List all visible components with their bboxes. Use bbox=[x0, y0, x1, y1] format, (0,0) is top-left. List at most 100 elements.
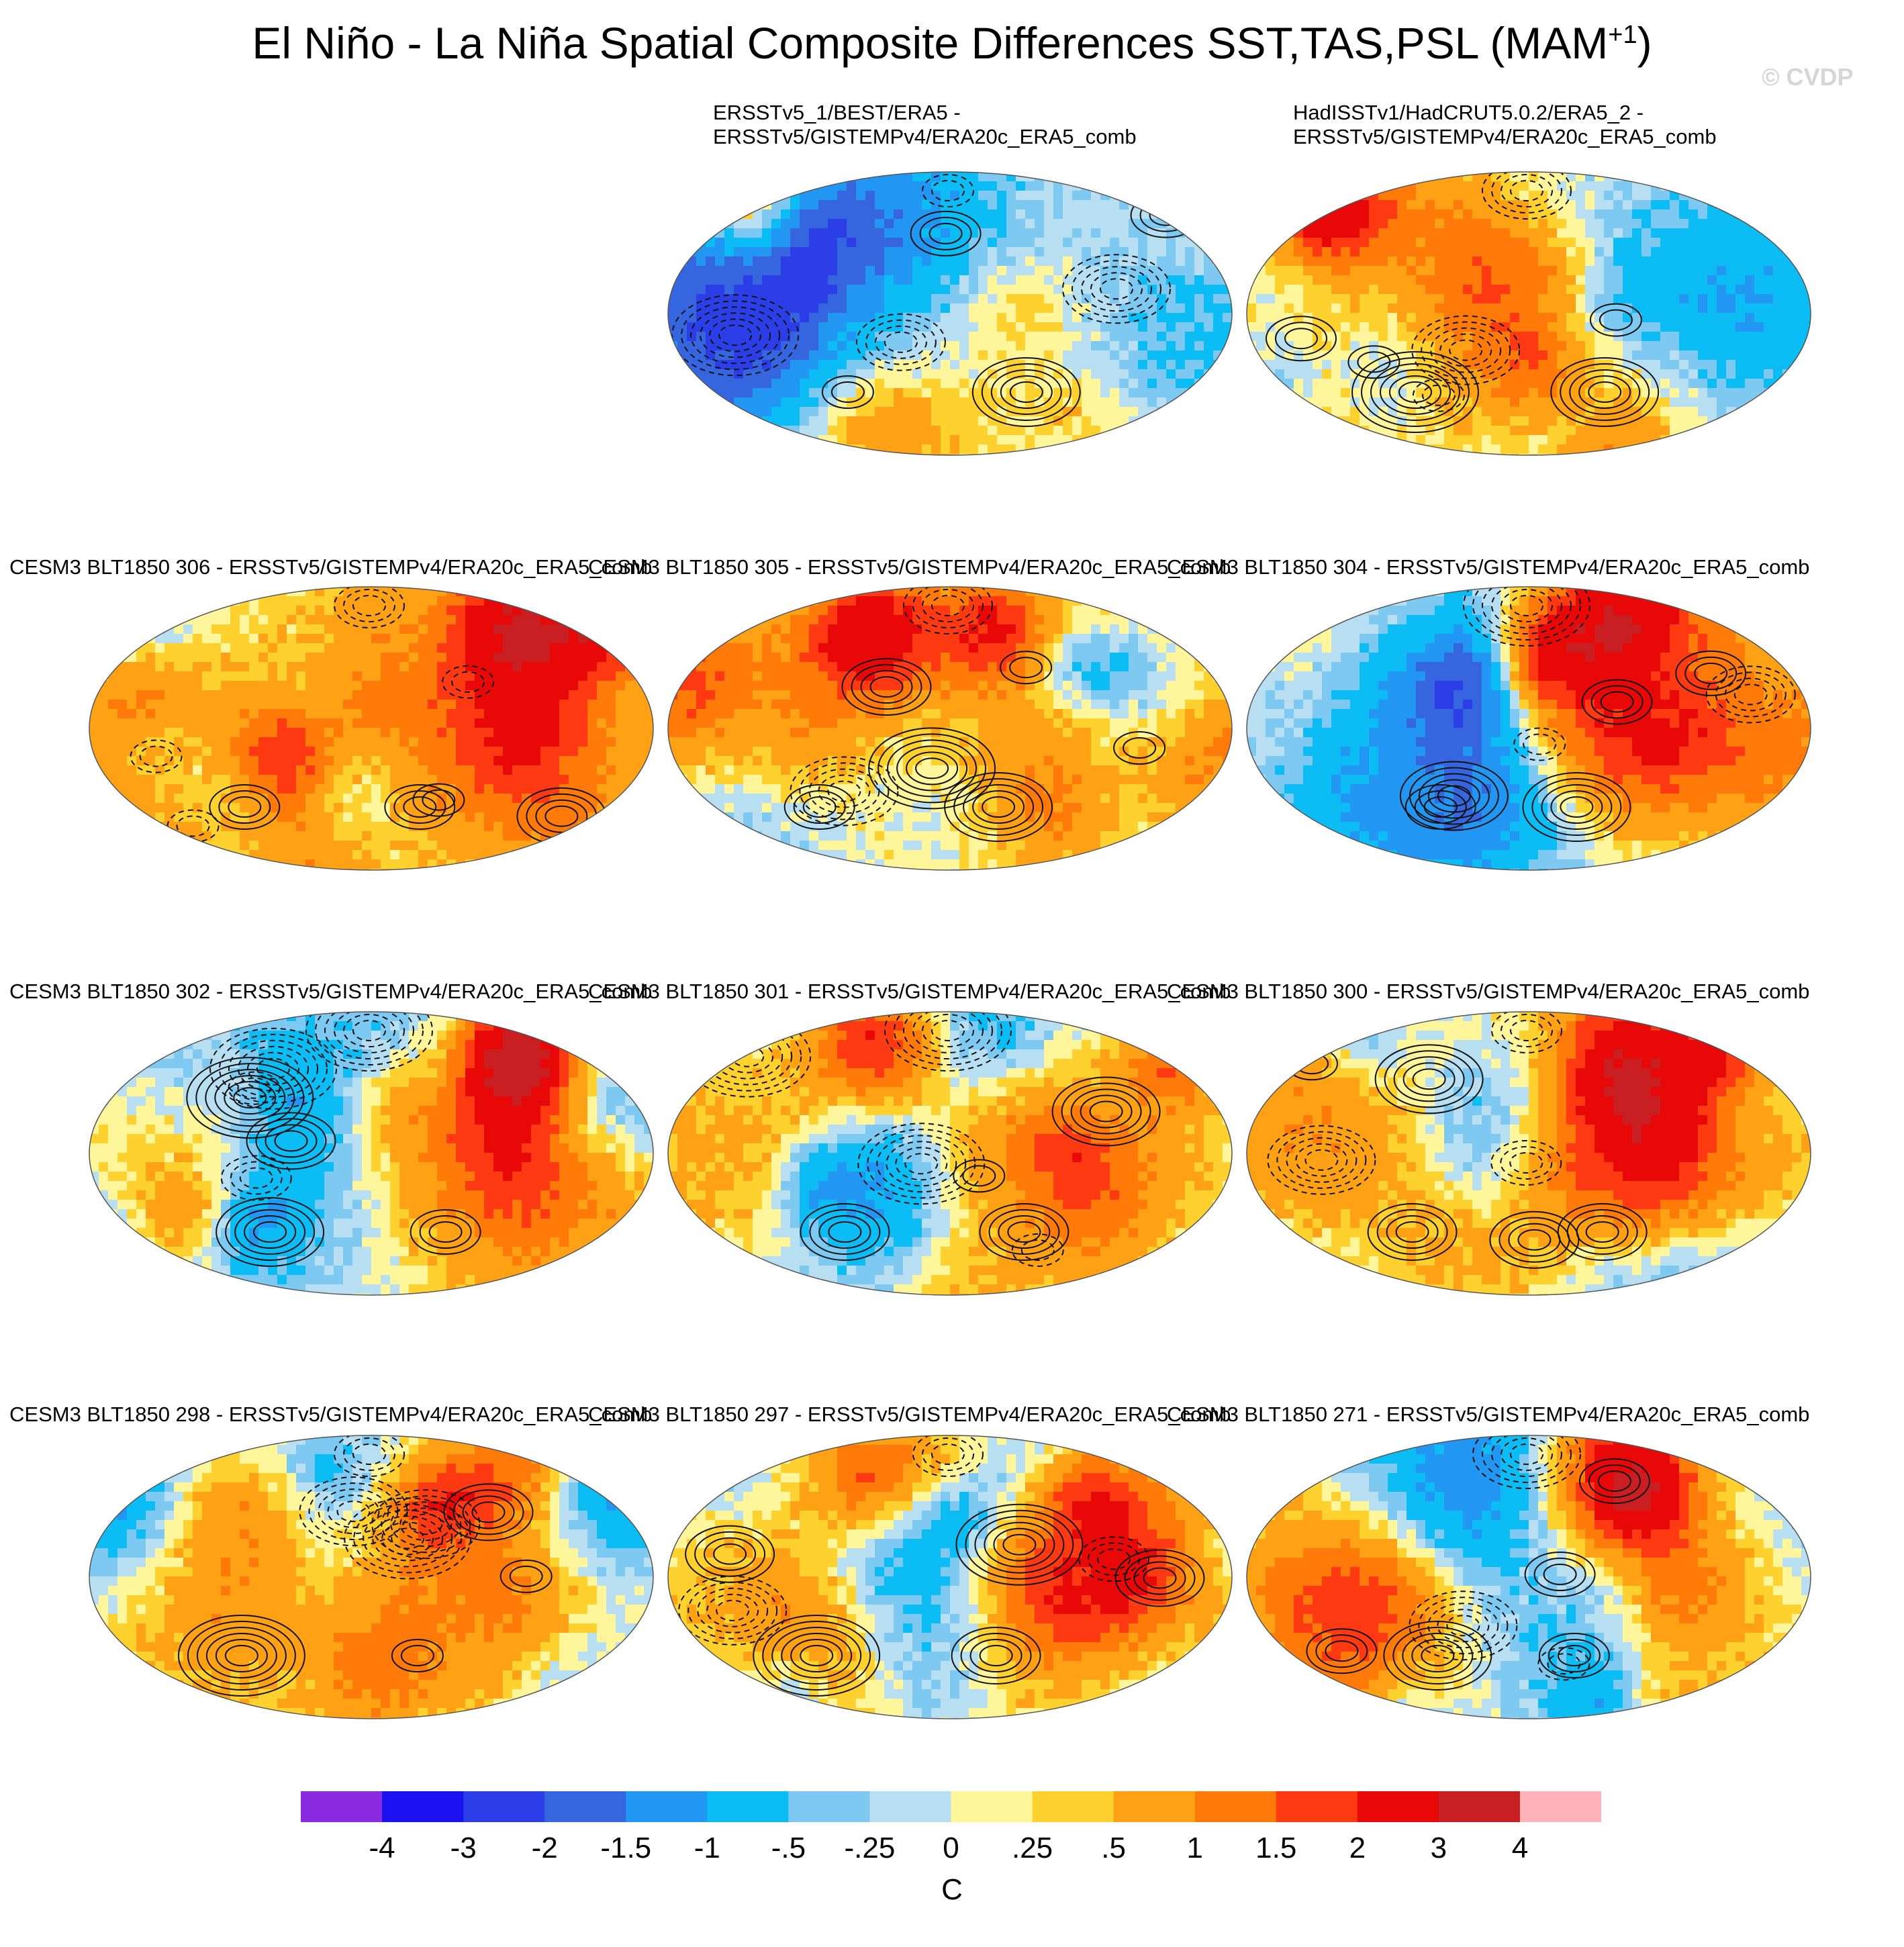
panel-map-5 bbox=[1246, 586, 1811, 871]
map-outline bbox=[667, 1435, 1233, 1719]
psl-contour bbox=[687, 1581, 778, 1640]
psl-contour bbox=[884, 331, 918, 353]
psl-contour bbox=[912, 1012, 984, 1053]
psl-contour bbox=[253, 1221, 287, 1243]
psl-contour bbox=[391, 1639, 444, 1672]
psl-contour bbox=[998, 1215, 1051, 1249]
psl-contour bbox=[922, 1014, 974, 1047]
psl-contour bbox=[912, 587, 984, 628]
psl-contour bbox=[1694, 662, 1728, 684]
psl-contour bbox=[1402, 1633, 1474, 1678]
psl-contour bbox=[1380, 369, 1451, 415]
psl-contour bbox=[988, 1209, 1060, 1255]
panel-title-7: CESM3 BLT1850 301 - ERSSTv5/GISTEMPv4/ER… bbox=[588, 980, 1231, 1004]
psl-contour bbox=[965, 1509, 1074, 1580]
psl-contour bbox=[1399, 761, 1509, 831]
psl-contour bbox=[1413, 378, 1465, 412]
psl-contour bbox=[874, 325, 927, 359]
psl-contour bbox=[903, 587, 993, 634]
psl-contour bbox=[1392, 1627, 1483, 1684]
psl-contour bbox=[1384, 1050, 1474, 1108]
psl-contour bbox=[419, 1215, 472, 1249]
colorbar-tick-label: -1 bbox=[694, 1832, 720, 1865]
panel-title-10: CESM3 BLT1850 297 - ERSSTv5/GISTEMPv4/ER… bbox=[588, 1403, 1231, 1427]
panel-title-3: CESM3 BLT1850 306 - ERSSTv5/GISTEMPv4/ER… bbox=[9, 555, 652, 579]
psl-contour bbox=[1491, 1435, 1562, 1477]
psl-contour bbox=[1585, 1221, 1619, 1243]
colorbar-units: C bbox=[0, 1873, 1904, 1907]
psl-contour bbox=[214, 1075, 286, 1121]
psl-contour bbox=[671, 294, 800, 377]
psl-contour bbox=[1715, 671, 1787, 718]
psl-contour bbox=[1524, 1552, 1596, 1597]
psl-contour bbox=[205, 1069, 295, 1127]
psl-contour bbox=[790, 756, 899, 826]
psl-contour bbox=[969, 1639, 1022, 1672]
psl-contour bbox=[1501, 1014, 1553, 1047]
psl-contour bbox=[1523, 733, 1557, 755]
colorbar-tick-label: -.5 bbox=[771, 1832, 806, 1865]
colorbar-tick-label: .25 bbox=[1012, 1832, 1053, 1865]
psl-contour bbox=[1002, 1533, 1037, 1556]
psl-contour bbox=[1315, 1634, 1368, 1668]
cvdp-watermark: © CVDP bbox=[1762, 63, 1854, 91]
figure-title-text: El Niño - La Niña Spatial Composite Diff… bbox=[252, 18, 1608, 68]
psl-contour bbox=[1061, 1082, 1151, 1141]
panel-map-11 bbox=[1246, 1435, 1811, 1719]
psl-contour bbox=[177, 1615, 305, 1697]
psl-contour bbox=[403, 796, 437, 818]
psl-contour bbox=[1533, 1558, 1586, 1591]
psl-contour bbox=[1088, 1542, 1141, 1576]
psl-contour bbox=[1405, 784, 1476, 830]
map-outline bbox=[1246, 1011, 1811, 1296]
psl-contour bbox=[1557, 1203, 1648, 1261]
psl-contour bbox=[352, 595, 386, 616]
psl-contours bbox=[1306, 1435, 1650, 1691]
psl-contour bbox=[963, 784, 1035, 830]
psl-contour bbox=[993, 1527, 1046, 1562]
anomaly-field bbox=[89, 1435, 653, 1719]
psl-contour bbox=[1422, 384, 1456, 406]
psl-contour bbox=[422, 789, 456, 811]
psl-contour bbox=[196, 1627, 287, 1684]
colorbar-tick-label: -2 bbox=[532, 1832, 558, 1865]
colorbar-box bbox=[788, 1791, 870, 1822]
panel-map-4 bbox=[667, 586, 1233, 871]
figure-title-close: ) bbox=[1637, 18, 1652, 68]
psl-contour bbox=[1548, 1639, 1601, 1672]
psl-contour bbox=[1675, 650, 1747, 696]
psl-contour bbox=[790, 1639, 843, 1672]
psl-contour bbox=[1423, 796, 1458, 818]
psl-contour bbox=[453, 1489, 524, 1535]
psl-contour bbox=[793, 790, 846, 824]
psl-contour bbox=[1490, 1140, 1562, 1186]
psl-contour bbox=[953, 1159, 1006, 1193]
psl-contour bbox=[1491, 172, 1562, 213]
psl-contour bbox=[1463, 587, 1590, 647]
figure-title: El Niño - La Niña Spatial Composite Diff… bbox=[0, 17, 1904, 68]
psl-contour bbox=[1414, 790, 1467, 824]
psl-contour bbox=[1347, 345, 1400, 379]
psl-contour bbox=[1389, 375, 1441, 409]
psl-contour bbox=[982, 796, 1016, 818]
colorbar-box bbox=[463, 1791, 545, 1822]
psl-contour bbox=[944, 772, 1053, 842]
anomaly-field bbox=[1247, 172, 1811, 455]
colorbar-tick-label: 4 bbox=[1512, 1832, 1528, 1865]
psl-contour bbox=[1124, 1555, 1196, 1601]
psl-contour bbox=[1011, 1233, 1064, 1267]
psl-contour bbox=[255, 1118, 327, 1164]
psl-contour bbox=[1009, 657, 1043, 679]
psl-contour bbox=[1705, 665, 1796, 724]
psl-contour bbox=[1393, 1056, 1465, 1102]
colorbar-tick-label: 1 bbox=[1186, 1832, 1202, 1865]
psl-contour bbox=[876, 1135, 967, 1193]
psl-contour bbox=[343, 1014, 395, 1047]
psl-contour bbox=[1590, 685, 1644, 719]
psl-contour bbox=[1684, 656, 1738, 690]
psl-contour bbox=[984, 1521, 1055, 1568]
psl-contour bbox=[821, 375, 874, 409]
psl-contour bbox=[1513, 727, 1566, 761]
psl-contour bbox=[1351, 351, 1479, 433]
psl-contour bbox=[895, 1147, 948, 1181]
